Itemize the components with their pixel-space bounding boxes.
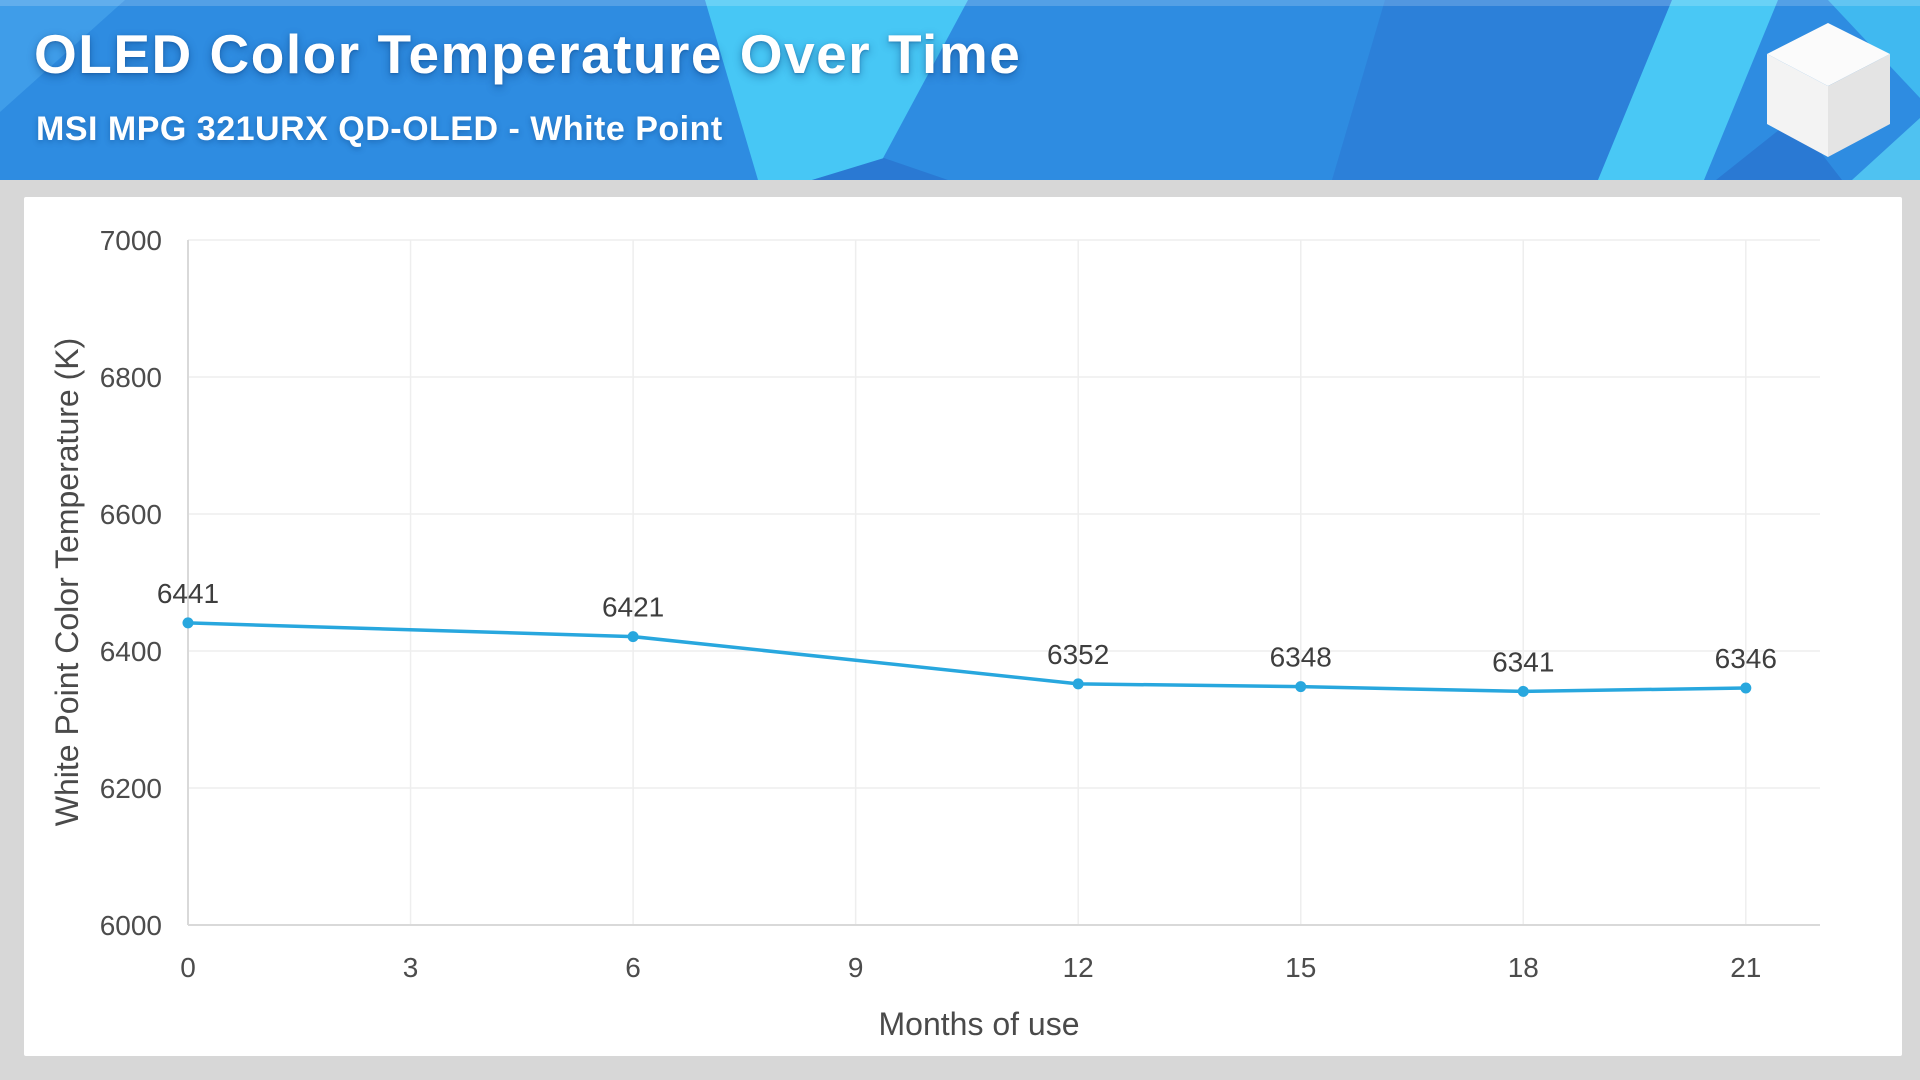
x-tick-label: 9: [848, 952, 864, 983]
header-polygons: [0, 0, 1920, 180]
data-point: [182, 617, 194, 629]
page-subtitle: MSI MPG 321URX QD-OLED - White Point: [36, 110, 723, 148]
header-dark-wedge: [1716, 118, 1842, 180]
data-point-label: 6346: [1715, 643, 1777, 674]
header-corner-cyan-bottom: [1852, 118, 1920, 180]
header-cyan-sliver: [1598, 0, 1778, 180]
y-tick-label: 6600: [100, 499, 162, 530]
y-tick-label: 6200: [100, 773, 162, 804]
chart-plot-area: 6000 6200 6400 6600 6800 7000 0 3 6 9 12 15 18 21 6441…: [100, 225, 1820, 983]
data-point: [1295, 681, 1307, 693]
cube-left-face: [1767, 54, 1828, 157]
y-tick-label: 6400: [100, 636, 162, 667]
data-point-label: 6348: [1270, 642, 1332, 673]
header-light-triangle: [0, 0, 125, 112]
header-dark-notch: [812, 158, 948, 180]
x-axis-title: Months of use: [879, 1006, 1080, 1042]
chart-card: 6000 6200 6400 6600 6800 7000 0 3 6 9 12 15 18 21 6441…: [24, 197, 1902, 1056]
y-tick-label: 6000: [100, 910, 162, 941]
header-background: [0, 0, 1920, 180]
x-tick-label: 18: [1508, 952, 1539, 983]
x-tick-label: 6: [625, 952, 641, 983]
series-line: [186, 621, 1748, 694]
cube-top-face: [1767, 23, 1890, 86]
x-tick-label: 3: [403, 952, 419, 983]
cube-right-face: [1828, 54, 1890, 157]
data-point: [1740, 682, 1752, 694]
y-axis-title: White Point Color Temperature (K): [49, 338, 85, 826]
x-tick-label: 12: [1063, 952, 1094, 983]
data-point-label: 6441: [157, 578, 219, 609]
x-tick-label: 21: [1730, 952, 1761, 983]
line-chart: 6000 6200 6400 6600 6800 7000 0 3 6 9 12 15 18 21 6441…: [49, 225, 1820, 1042]
page-title: OLED Color Temperature Over Time: [34, 23, 1022, 85]
x-tick-label: 15: [1285, 952, 1316, 983]
y-tick-label: 6800: [100, 362, 162, 393]
header-dark-stripe: [1332, 0, 1672, 180]
data-point: [1517, 685, 1529, 697]
y-tick-label: 7000: [100, 225, 162, 256]
data-point-label: 6421: [602, 592, 664, 623]
header-banner: OLED Color Temperature Over Time MSI MPG…: [0, 0, 1920, 180]
white-cube-logo: [1767, 23, 1890, 157]
x-tick-label: 0: [180, 952, 196, 983]
data-point-label: 6341: [1492, 646, 1554, 677]
data-point: [1072, 678, 1084, 690]
header-top-highlight: [0, 0, 1920, 6]
header-cyan-wedge: [705, 0, 968, 180]
data-point: [627, 631, 639, 643]
data-point-label: 6352: [1047, 639, 1109, 670]
